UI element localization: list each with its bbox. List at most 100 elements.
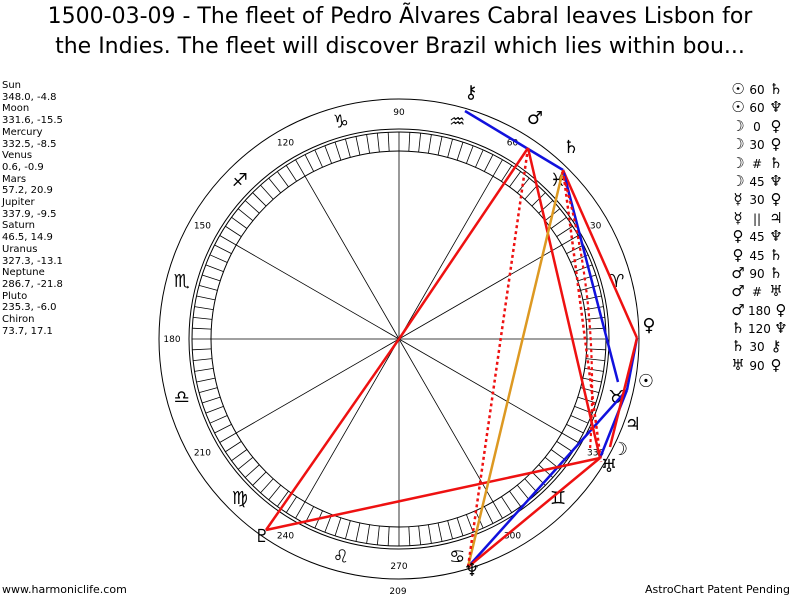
degree-tick bbox=[584, 368, 604, 372]
aspect-planet-2: ♀ bbox=[770, 355, 782, 374]
degree-tick bbox=[194, 306, 214, 310]
aspect-row: ♀ 45 ♆ bbox=[728, 227, 791, 245]
degree-label: 150 bbox=[194, 222, 211, 232]
degree-tick bbox=[196, 377, 216, 383]
degree-tick bbox=[585, 358, 605, 362]
aspect-row: ♂ 90 ♄ bbox=[728, 264, 791, 282]
aspect-planet-2: ♄ bbox=[769, 153, 783, 172]
degree-tick bbox=[237, 457, 254, 470]
degree-tick bbox=[582, 295, 602, 301]
degree-tick bbox=[268, 177, 281, 194]
aspect-angle: # bbox=[751, 156, 763, 171]
degree-tick bbox=[566, 423, 584, 434]
degree-tick bbox=[202, 274, 221, 282]
planet-pluto-coords: 235.3, -6.0 bbox=[2, 302, 57, 314]
degree-tick bbox=[501, 165, 513, 182]
aspect-row: ♂ 180 ♀ bbox=[728, 301, 791, 319]
degree-tick bbox=[561, 432, 579, 443]
degree-tick bbox=[192, 327, 212, 330]
aspect-planet-2: ♆ bbox=[769, 227, 783, 246]
degree-tick bbox=[334, 142, 342, 161]
aspect-planet-2: ♀ bbox=[770, 135, 782, 154]
degree-tick bbox=[285, 496, 297, 513]
aspect-line bbox=[561, 169, 603, 463]
degree-tick bbox=[566, 244, 584, 255]
degree-tick bbox=[509, 490, 521, 507]
aspect-angle: 90 bbox=[749, 266, 765, 281]
degree-tick bbox=[447, 138, 453, 158]
degree-tick bbox=[483, 154, 494, 172]
degree-tick bbox=[492, 501, 503, 519]
degree-tick bbox=[376, 133, 380, 153]
aspect-planet-2: ♆ bbox=[769, 98, 783, 117]
aspect-line bbox=[464, 109, 564, 172]
chart-title: 1500-03-09 - The fleet of Pedro Ãlvares … bbox=[0, 2, 800, 62]
zodiac-ring bbox=[188, 128, 610, 550]
aspect-line bbox=[466, 147, 530, 568]
house-spoke bbox=[304, 175, 400, 340]
degree-tick bbox=[447, 520, 453, 540]
aspect-planet-1: ☽ bbox=[731, 116, 745, 135]
degree-tick bbox=[324, 514, 333, 533]
aspect-planet-2: ♀ bbox=[770, 190, 782, 209]
degree-tick bbox=[244, 464, 260, 478]
degree-tick bbox=[345, 138, 351, 158]
aspect-angle: 30 bbox=[749, 340, 765, 355]
degree-tick bbox=[580, 285, 600, 291]
aspect-row: ☽ # ♄ bbox=[728, 154, 791, 172]
degree-tick bbox=[277, 171, 289, 188]
aspect-row: ☿ || ♃ bbox=[728, 209, 791, 227]
bottom-value: 209 bbox=[389, 587, 406, 597]
planet-chiron-name: Chiron bbox=[2, 314, 35, 326]
degree-tick bbox=[437, 136, 443, 156]
venus-glyph: ♀ bbox=[642, 315, 655, 336]
degree-tick bbox=[465, 514, 474, 533]
degree-label: 240 bbox=[277, 532, 294, 542]
degree-tick bbox=[418, 133, 422, 153]
aspect-angle: 180 bbox=[748, 303, 771, 318]
degree-tick bbox=[285, 165, 297, 182]
aspect-planet-1: ♂ bbox=[731, 282, 745, 301]
planet-mercury-name: Mercury bbox=[2, 126, 43, 138]
degree-tick bbox=[387, 132, 390, 152]
degree-tick bbox=[219, 432, 237, 443]
house-spoke bbox=[304, 338, 400, 503]
aspect-row: ☽ 45 ♆ bbox=[728, 172, 791, 190]
degree-tick bbox=[225, 225, 242, 237]
outer-ring bbox=[158, 98, 640, 580]
pluto-glyph: ♇ bbox=[254, 526, 270, 547]
aspect-planet-1: ♄ bbox=[731, 319, 745, 338]
degree-tick bbox=[501, 496, 513, 513]
degree-tick bbox=[376, 525, 380, 545]
aspect-planet-2: ♄ bbox=[769, 263, 783, 282]
degree-tick bbox=[561, 235, 579, 246]
aspect-row: ☉ 60 ♄ bbox=[728, 80, 791, 98]
degree-tick bbox=[408, 526, 411, 546]
degree-tick bbox=[252, 192, 267, 207]
degree-tick bbox=[577, 274, 596, 282]
aspect-planet-1: ♀ bbox=[732, 245, 744, 264]
aspect-planet-2: ♆ bbox=[774, 319, 788, 338]
planet-sun-name: Sun bbox=[2, 80, 22, 91]
planet-jupiter-name: Jupiter bbox=[2, 197, 35, 209]
aspect-line bbox=[561, 169, 620, 383]
sun-glyph: ☉ bbox=[638, 371, 654, 392]
degree-tick bbox=[366, 134, 370, 154]
zodiac-sign-glyph: ♑ bbox=[333, 112, 349, 133]
aspect-row: ☽ 0 ♀ bbox=[728, 117, 791, 135]
degree-tick bbox=[456, 142, 464, 161]
aspect-angle: 90 bbox=[749, 358, 765, 373]
degree-tick bbox=[324, 145, 333, 164]
aspect-row: ♀ 45 ♄ bbox=[728, 246, 791, 264]
degree-tick bbox=[231, 217, 248, 229]
aspect-planet-2: ⚷ bbox=[770, 337, 782, 356]
degree-tick bbox=[260, 478, 274, 494]
degree-tick bbox=[465, 145, 474, 164]
degree-tick bbox=[437, 522, 443, 542]
degree-tick bbox=[214, 423, 232, 434]
title-line-2: the Indies. The fleet will discover Braz… bbox=[55, 34, 745, 59]
degree-label: 330 bbox=[587, 449, 604, 459]
degree-tick bbox=[556, 225, 573, 237]
planet-sun-coords: 348.0, -4.8 bbox=[2, 91, 57, 103]
